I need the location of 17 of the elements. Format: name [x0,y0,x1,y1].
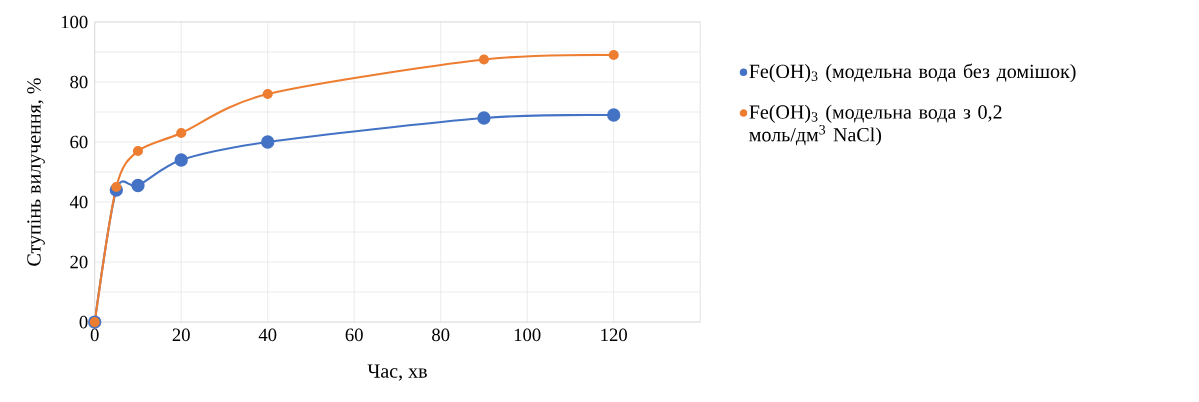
x-axis-title: Час, хв [367,364,427,381]
x-tick-label: 100 [514,328,541,342]
y-tick-label: 40 [69,195,88,209]
y-tick-label: 100 [61,15,88,29]
y-tick-label: 60 [70,135,88,149]
x-tick-label: 80 [432,328,450,342]
x-tick-label: 0 [90,328,99,342]
x-tick-label: 60 [345,328,363,342]
y-axis-title: Ступінь вилучення, % [27,78,45,266]
y-tick-label: 20 [70,255,88,269]
y-tick-label: 0 [79,315,88,329]
legend-label: Fe(OH)$_{3}$ (модельна вода без домішок) [749,63,1076,83]
x-tick-label: 40 [258,328,277,342]
x-tick-label: 120 [601,328,627,342]
x-tick-label: 20 [172,328,190,342]
y-tick-label: 80 [70,75,88,89]
legend-label: Fe(OH)$_{3}$ (модельна вода з 0,2 моль/дм$^{3}$ NaCl) [749,104,1002,146]
